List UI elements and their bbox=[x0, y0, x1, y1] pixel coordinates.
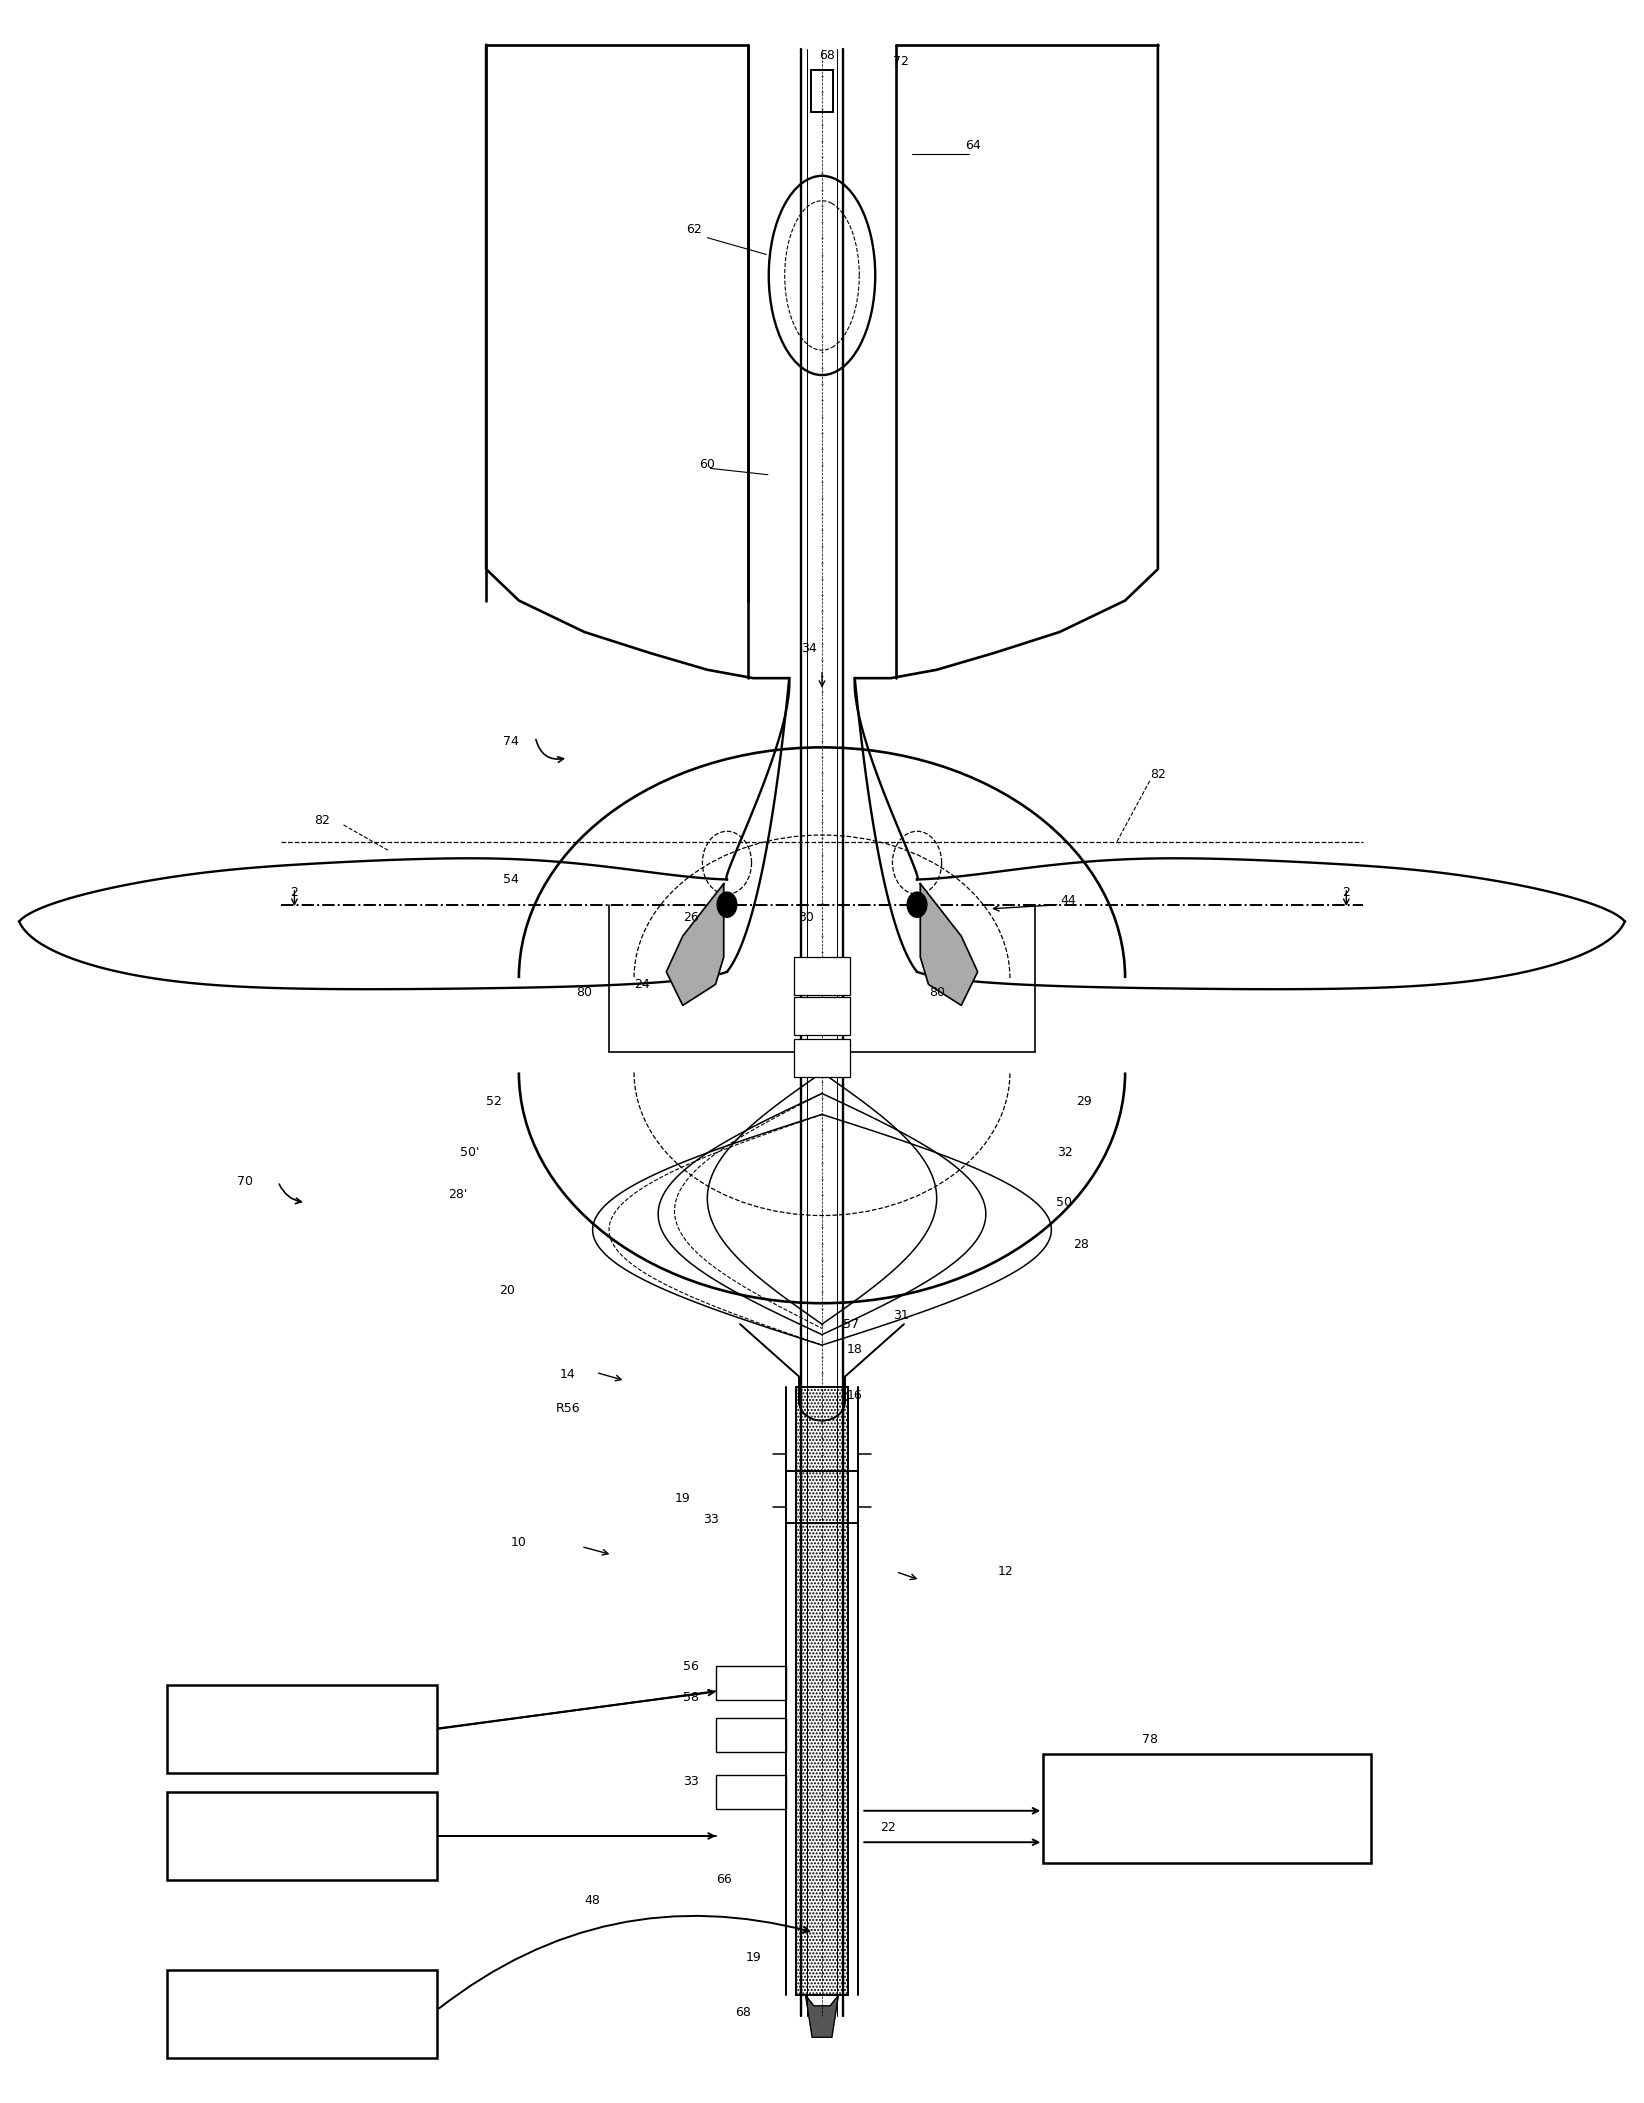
Text: R56: R56 bbox=[556, 1401, 580, 1415]
Bar bbox=[715, 1666, 786, 1699]
Text: EXCITATION: EXCITATION bbox=[1157, 1800, 1258, 1817]
Text: 74: 74 bbox=[503, 734, 518, 747]
Polygon shape bbox=[666, 883, 723, 1005]
Text: 64: 64 bbox=[965, 139, 980, 151]
Text: 56: 56 bbox=[682, 1659, 699, 1672]
Text: 54: 54 bbox=[503, 873, 518, 885]
Text: 2: 2 bbox=[1343, 885, 1350, 898]
Text: 12: 12 bbox=[998, 1565, 1013, 1577]
Text: 70: 70 bbox=[237, 1176, 253, 1188]
Bar bbox=[796, 1388, 848, 1996]
Text: 20: 20 bbox=[500, 1285, 515, 1298]
Bar bbox=[794, 997, 850, 1035]
Text: 32: 32 bbox=[1057, 1146, 1072, 1159]
FancyBboxPatch shape bbox=[166, 1971, 437, 2059]
Text: 68: 68 bbox=[819, 48, 835, 61]
Bar bbox=[715, 1718, 786, 1752]
Text: 52: 52 bbox=[487, 1096, 503, 1108]
Text: 68: 68 bbox=[735, 2006, 751, 2019]
Polygon shape bbox=[806, 1996, 838, 2038]
Polygon shape bbox=[921, 883, 978, 1005]
Text: 16: 16 bbox=[847, 1388, 863, 1403]
Text: 14: 14 bbox=[561, 1369, 575, 1382]
Text: 22: 22 bbox=[880, 1821, 896, 1834]
Text: 57: 57 bbox=[843, 1319, 860, 1331]
Text: 44: 44 bbox=[1060, 894, 1075, 906]
Text: 33: 33 bbox=[702, 1512, 718, 1527]
Text: 78: 78 bbox=[1141, 1733, 1157, 1745]
Bar bbox=[810, 69, 834, 111]
Text: 60: 60 bbox=[699, 458, 715, 471]
Text: 26: 26 bbox=[682, 911, 699, 923]
Text: 33: 33 bbox=[682, 1775, 699, 1788]
Text: 82: 82 bbox=[314, 814, 330, 826]
Text: 31: 31 bbox=[893, 1310, 909, 1323]
Bar bbox=[794, 1039, 850, 1077]
FancyBboxPatch shape bbox=[1044, 1754, 1371, 1863]
Text: 48: 48 bbox=[585, 1895, 600, 1907]
Text: 80: 80 bbox=[929, 986, 945, 999]
Text: 62: 62 bbox=[686, 223, 702, 236]
Text: 72: 72 bbox=[893, 55, 909, 67]
Text: FLUID: FLUID bbox=[276, 2006, 327, 2021]
Text: 2: 2 bbox=[291, 885, 298, 898]
Text: 19: 19 bbox=[674, 1491, 690, 1506]
FancyBboxPatch shape bbox=[166, 1792, 437, 1880]
Text: 10: 10 bbox=[511, 1535, 526, 1548]
Text: 80: 80 bbox=[577, 986, 592, 999]
Text: 34: 34 bbox=[801, 641, 817, 656]
Text: 29: 29 bbox=[1077, 1096, 1092, 1108]
Text: 58: 58 bbox=[682, 1691, 699, 1703]
Text: 82: 82 bbox=[1149, 768, 1166, 780]
Text: 28: 28 bbox=[1074, 1239, 1088, 1251]
Bar bbox=[715, 1775, 786, 1809]
Text: 18: 18 bbox=[847, 1344, 863, 1356]
Text: 28': 28' bbox=[449, 1188, 469, 1201]
FancyBboxPatch shape bbox=[166, 1685, 437, 1773]
Text: 30: 30 bbox=[797, 911, 814, 923]
Text: LIQUID: LIQUID bbox=[273, 1828, 330, 1844]
Bar bbox=[794, 957, 850, 995]
Circle shape bbox=[717, 892, 737, 917]
Text: GAS: GAS bbox=[284, 1722, 319, 1737]
Text: 50': 50' bbox=[460, 1146, 480, 1159]
Text: 50: 50 bbox=[1057, 1197, 1072, 1209]
Text: 24: 24 bbox=[635, 978, 649, 991]
Bar bbox=[801, 48, 843, 2017]
Circle shape bbox=[907, 892, 927, 917]
Text: 19: 19 bbox=[745, 1952, 761, 1964]
Text: 66: 66 bbox=[715, 1874, 732, 1886]
